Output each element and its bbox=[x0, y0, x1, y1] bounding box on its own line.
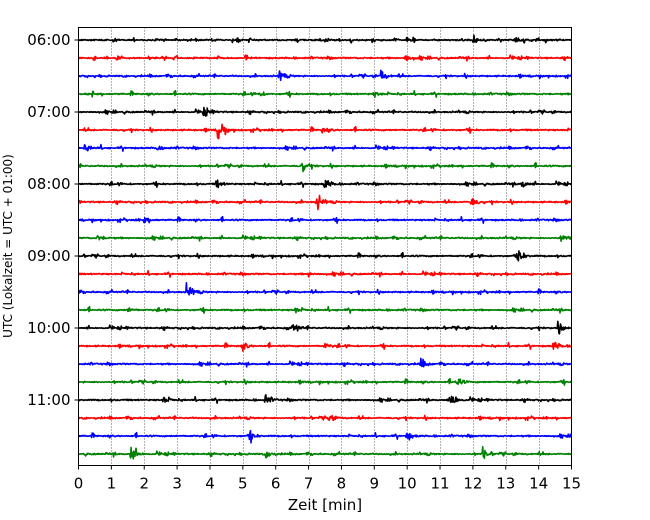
x-tick-label: 11 bbox=[430, 475, 449, 493]
y-axis-ticks: 06:00 07:00 08:00 09:00 10:00 11:00 bbox=[27, 31, 79, 409]
x-tick-label: 8 bbox=[337, 475, 347, 493]
trace-line-6 bbox=[78, 143, 572, 152]
vertical-grid bbox=[111, 27, 540, 466]
x-tick-label: 13 bbox=[496, 475, 515, 493]
x-tick-label: 2 bbox=[139, 475, 149, 493]
trace-line-15 bbox=[77, 305, 572, 314]
trace-line-21 bbox=[77, 414, 572, 422]
x-tick-label: 7 bbox=[304, 475, 314, 493]
trace-line-11 bbox=[77, 234, 573, 242]
trace-line-9 bbox=[77, 194, 572, 211]
trace-line-5 bbox=[78, 123, 572, 140]
y-tick-label: 10:00 bbox=[27, 319, 70, 337]
trace-line-8 bbox=[77, 179, 573, 189]
trace-line-12 bbox=[78, 250, 572, 262]
trace-line-16 bbox=[77, 320, 572, 335]
trace-line-1 bbox=[77, 54, 572, 62]
y-tick-label: 07:00 bbox=[27, 103, 70, 121]
trace-line-22 bbox=[77, 429, 572, 444]
trace-line-10 bbox=[78, 215, 572, 224]
trace-line-17 bbox=[78, 341, 572, 352]
x-tick-label: 9 bbox=[370, 475, 380, 493]
x-tick-label: 5 bbox=[238, 475, 248, 493]
trace-line-2 bbox=[78, 69, 573, 82]
x-tick-label: 10 bbox=[398, 475, 417, 493]
trace-line-18 bbox=[77, 357, 572, 368]
trace-line-4 bbox=[78, 106, 573, 117]
trace-line-14 bbox=[77, 281, 572, 296]
x-tick-label: 12 bbox=[463, 475, 482, 493]
x-tick-label: 6 bbox=[271, 475, 281, 493]
x-tick-label: 1 bbox=[107, 475, 117, 493]
trace-line-7 bbox=[77, 161, 573, 173]
trace-line-19 bbox=[77, 377, 573, 386]
trace-line-23 bbox=[78, 446, 572, 460]
trace-line-20 bbox=[78, 394, 572, 404]
x-tick-label: 14 bbox=[529, 475, 548, 493]
x-tick-label: 3 bbox=[172, 475, 182, 493]
trace-line-0 bbox=[78, 34, 573, 44]
trace-line-3 bbox=[78, 89, 572, 99]
plot-frame bbox=[78, 27, 572, 466]
x-tick-label: 15 bbox=[562, 475, 581, 493]
trace-line-13 bbox=[78, 269, 572, 278]
y-tick-label: 06:00 bbox=[27, 31, 70, 49]
y-tick-label: 09:00 bbox=[27, 247, 70, 265]
y-tick-label: 11:00 bbox=[27, 391, 70, 409]
y-axis-label: UTC (Lokalzeit = UTC + 01:00) bbox=[1, 154, 15, 338]
x-axis-ticks: 0 1 2 3 4 5 6 7 8 9 10 11 12 13 14 15 bbox=[74, 465, 581, 493]
trace-series bbox=[77, 34, 573, 460]
x-tick-label: 0 bbox=[74, 475, 84, 493]
x-axis-label: Zeit [min] bbox=[288, 496, 362, 514]
x-tick-label: 4 bbox=[205, 475, 215, 493]
y-tick-label: 08:00 bbox=[27, 175, 70, 193]
